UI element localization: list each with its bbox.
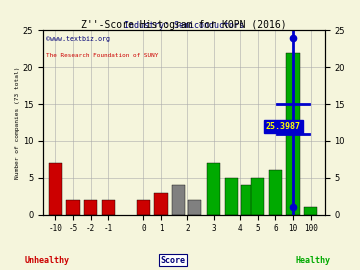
Bar bbox=[207, 163, 220, 215]
Text: Industry: Semiconductors: Industry: Semiconductors bbox=[124, 21, 244, 30]
Y-axis label: Number of companies (73 total): Number of companies (73 total) bbox=[15, 66, 20, 179]
Bar bbox=[154, 193, 168, 215]
Bar bbox=[287, 52, 300, 215]
Bar bbox=[84, 200, 97, 215]
Bar bbox=[102, 200, 115, 215]
Text: Unhealthy: Unhealthy bbox=[24, 256, 69, 265]
Text: ©www.textbiz.org: ©www.textbiz.org bbox=[46, 36, 110, 42]
Bar bbox=[225, 178, 238, 215]
Bar bbox=[269, 170, 282, 215]
Text: 25.3987: 25.3987 bbox=[266, 122, 301, 131]
Bar bbox=[188, 200, 201, 215]
Bar bbox=[304, 207, 317, 215]
Bar bbox=[251, 178, 265, 215]
Bar bbox=[66, 200, 80, 215]
Bar bbox=[49, 163, 62, 215]
Text: The Research Foundation of SUNY: The Research Foundation of SUNY bbox=[46, 52, 158, 58]
Title: Z''-Score Histogram for KOPN (2016): Z''-Score Histogram for KOPN (2016) bbox=[81, 21, 287, 31]
Text: Healthy: Healthy bbox=[296, 256, 331, 265]
Text: Score: Score bbox=[160, 256, 185, 265]
Bar bbox=[172, 185, 185, 215]
Bar bbox=[137, 200, 150, 215]
Bar bbox=[241, 185, 254, 215]
